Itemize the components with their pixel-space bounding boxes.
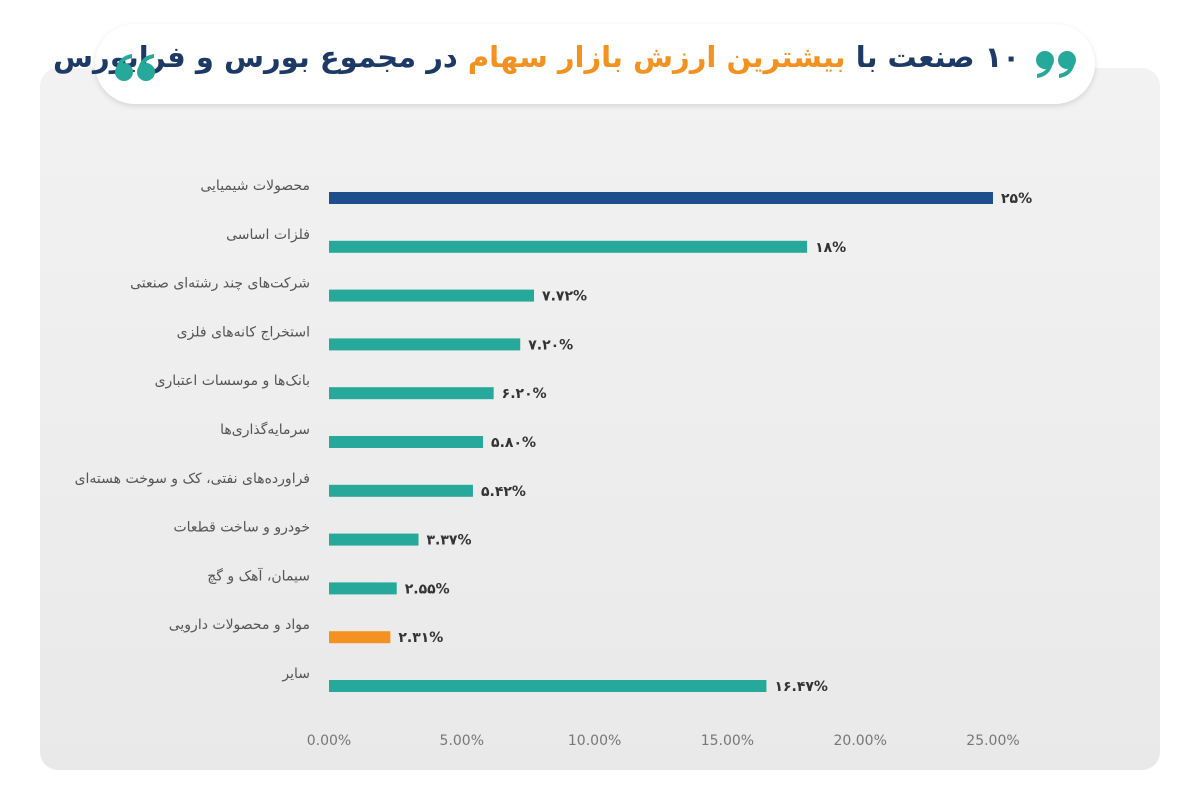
title-part: ۱۰ صنعت با — [855, 40, 1020, 74]
x-tick-label: 10.00% — [568, 733, 621, 749]
bar — [329, 338, 521, 351]
value-label: ۲۵% — [1001, 191, 1032, 207]
bar — [329, 582, 397, 595]
x-tick-label: 15.00% — [701, 733, 754, 749]
category-label: استخراج کانه‌های فلزی — [177, 324, 310, 340]
title-highlight: بیشترین ارزش بازار سهام — [467, 40, 846, 74]
bar — [329, 387, 494, 400]
title-banner — [95, 24, 1095, 104]
category-label: محصولات شیمیایی — [200, 178, 310, 194]
chart-card — [40, 68, 1160, 770]
x-tick-label: 20.00% — [834, 733, 887, 749]
bar — [329, 240, 808, 253]
quote-left — [115, 54, 155, 81]
value-label: ۷.۷۲% — [542, 289, 587, 305]
category-label: خودرو و ساخت قطعات — [173, 520, 310, 536]
bar — [329, 680, 767, 692]
value-label: ۲.۵۵% — [405, 581, 450, 597]
value-label: ۵.۴۲% — [481, 484, 526, 500]
x-tick-label: 25.00% — [966, 733, 1019, 749]
category-label: فراورده‌های نفتی، کک و سوخت هسته‌ای — [75, 471, 310, 487]
chart-title: ۱۰ صنعت با بیشترین ارزش بازار سهام در مج… — [53, 40, 1020, 74]
category-label: شرکت‌های چند رشته‌ای صنعتی — [130, 276, 310, 292]
category-label: بانک‌ها و موسسات اعتباری — [155, 373, 310, 389]
value-label: ۶.۲۰% — [502, 386, 547, 402]
bar — [329, 289, 535, 302]
category-label: سرمایه‌گذاری‌ها — [220, 421, 310, 438]
x-tick-label: 0.00% — [307, 733, 351, 749]
x-tick-label: 5.00% — [440, 733, 484, 749]
bar — [329, 436, 484, 448]
bar — [329, 192, 993, 204]
value-label: ۱۸% — [815, 240, 846, 256]
value-label: ۷.۲۰% — [528, 337, 573, 353]
category-label: مواد و محصولات دارویی — [169, 617, 310, 633]
value-label: ۱۶.۴۷% — [774, 679, 828, 695]
category-label: سایر — [281, 666, 310, 682]
value-label: ۵.۸۰% — [491, 435, 536, 451]
bar — [329, 484, 473, 497]
category-label: سیمان، آهک و گچ — [207, 567, 310, 584]
value-label: ۲.۳۱% — [398, 630, 443, 646]
category-label: فلزات اساسی — [226, 227, 310, 243]
quote-right — [1036, 51, 1076, 78]
bar — [329, 533, 419, 546]
value-label: ۳.۳۷% — [427, 533, 472, 549]
bar — [329, 631, 391, 644]
